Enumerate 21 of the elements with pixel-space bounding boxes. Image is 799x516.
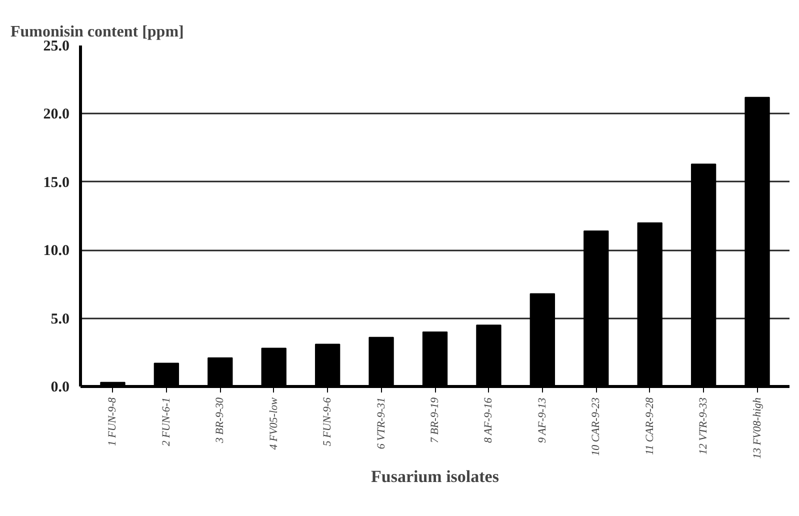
y-tick-label: 25.0: [43, 38, 70, 54]
x-axis-title: Fusarium isolates: [371, 466, 500, 486]
x-tick-label: 3 BR-9-30: [214, 397, 226, 444]
x-tick-label: 6 VTR-9-31: [375, 397, 388, 450]
x-tick-label: 2 FUN-6-1: [160, 398, 172, 446]
y-tick-label: 20.0: [43, 106, 70, 123]
x-tick-label: 10 CAR-9-23: [590, 397, 602, 456]
y-axis-title: Fumonisin content [ppm]: [10, 24, 184, 40]
x-tick-label: 12 VTR-9-33: [698, 397, 710, 455]
x-tick-label: 7 BR-9-19: [429, 397, 441, 444]
x-tick-label: 8 AF-9-16: [482, 397, 495, 444]
y-tick-label: 15.0: [43, 174, 70, 191]
y-tick-label: 0.0: [50, 380, 70, 396]
x-tick-label: 11 CAR-9-28: [644, 397, 656, 456]
x-tick-label: 13 FV08-high: [751, 397, 764, 459]
y-tick-label: 10.0: [43, 243, 70, 260]
x-tick-label: 9 AF-9-13: [536, 397, 548, 444]
y-tick-label: 5.0: [50, 311, 70, 328]
x-tick-label: 4 FV05-low: [268, 396, 280, 450]
x-tick-label: 1 FUN-9-8: [106, 397, 119, 446]
x-tick-label: 5 FUN-9-6: [322, 397, 334, 446]
